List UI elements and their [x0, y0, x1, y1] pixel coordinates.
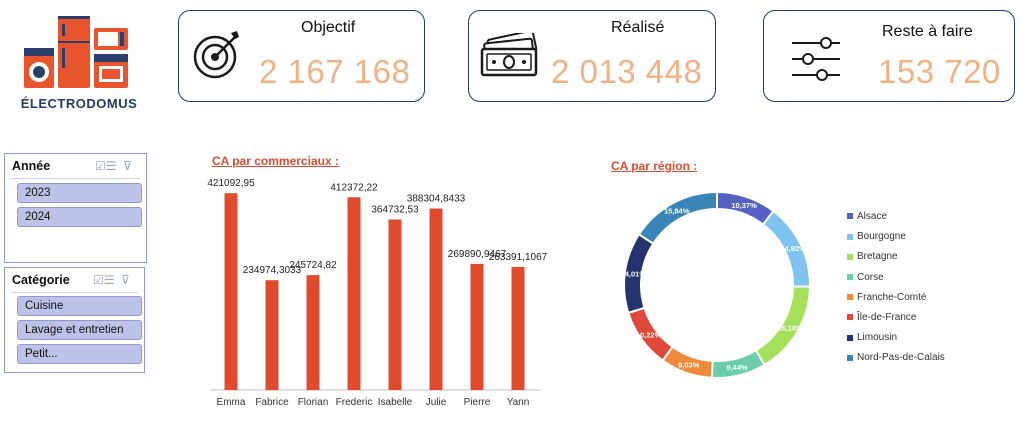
- slicer-item-petit[interactable]: Petit...: [17, 344, 142, 364]
- bar-chart-title: CA par commerciaux :: [212, 154, 339, 168]
- appliances-logo-icon: [24, 16, 128, 88]
- x-tick-label: Florian: [298, 397, 329, 408]
- legend-label: Alsace: [857, 211, 888, 222]
- kpi-title: Objectif: [301, 19, 356, 36]
- slice-data-label: 15,84%: [664, 207, 690, 216]
- legend-item: Bretagne: [847, 251, 898, 262]
- bar-data-label: 263391,1067: [489, 252, 548, 263]
- legend-swatch: [847, 213, 853, 220]
- bar-data-label: 388304,8433: [407, 194, 466, 205]
- bar-data-label: 245724,82: [289, 260, 337, 271]
- bar: [306, 275, 320, 390]
- legend-swatch: [847, 253, 853, 260]
- bar: [388, 219, 402, 390]
- bar-chart: 421092,95 Emma 234974,3033 Fabrice 245724,82…: [207, 178, 548, 408]
- slice-data-label: 16,18%: [777, 323, 803, 332]
- kpi-card-realise: Réalisé 2 013 448: [468, 10, 716, 102]
- bar-data-label: 412372,22: [330, 182, 378, 193]
- donut-slice: [637, 190, 718, 246]
- legend-swatch: [847, 334, 853, 341]
- legend-item: Limousin: [847, 332, 897, 343]
- x-tick-label: Pierre: [464, 397, 491, 408]
- slicer-annee: Année ☑☰ ⊽ 2023 2024: [4, 153, 147, 263]
- kpi-card-reste-a-faire: Reste à faire 153 720: [763, 10, 1015, 102]
- legend-label: Franche-Comté: [857, 291, 927, 303]
- donut-chart-title: CA par région :: [611, 159, 698, 173]
- kpi-card-objectif: Objectif 2 167 168: [178, 10, 425, 102]
- slicer-item-2023[interactable]: 2023: [17, 183, 142, 203]
- legend-label: Bourgogne: [857, 231, 906, 243]
- slicer-item-cuisine[interactable]: Cuisine: [17, 296, 142, 316]
- legend-swatch: [847, 294, 853, 301]
- legend-label: Nord-Pas-de-Calais: [857, 352, 945, 364]
- bar: [224, 193, 238, 390]
- multi-select-icon[interactable]: ☑☰: [95, 159, 117, 173]
- legend-label: Corse: [857, 271, 884, 283]
- slice-data-label: 9,44%: [726, 363, 748, 372]
- bar-data-label: 421092,95: [207, 178, 255, 189]
- legend-item: Alsace: [847, 211, 887, 222]
- clear-filter-icon[interactable]: ⊽: [123, 159, 132, 173]
- x-tick-label: Yann: [507, 397, 530, 408]
- bar-data-label: 269890,9467: [448, 249, 507, 260]
- kpi-value: 2 167 168: [259, 53, 411, 90]
- x-tick-label: Isabelle: [378, 397, 413, 408]
- kpi-value: 153 720: [878, 53, 1001, 90]
- legend-label: Limousin: [857, 332, 898, 344]
- slicer-categorie: Catégorie ☑☰ ⊽ Cuisine Lavage et entreti…: [4, 267, 145, 373]
- bar: [347, 197, 361, 390]
- multi-select-icon[interactable]: ☑☰: [93, 273, 115, 287]
- legend-label: Île-de-France: [857, 312, 917, 323]
- legend-label: Bretagne: [857, 251, 898, 263]
- target-icon: [193, 31, 239, 79]
- legend-swatch: [847, 233, 853, 240]
- sliders-icon: [792, 37, 840, 81]
- brand-name: ÉLECTRODOMUS: [20, 96, 138, 111]
- slicer-title: Catégorie: [12, 273, 70, 287]
- donut-chart: 10,37% 14,92% 16,18% 9,44% 9,03% 10,22% 14,01%…: [621, 190, 812, 379]
- legend-swatch: [847, 354, 853, 361]
- slicer-item-2024[interactable]: 2024: [17, 207, 142, 227]
- legend-item: Île-de-France: [847, 312, 916, 323]
- legend-item: Nord-Pas-de-Calais: [847, 352, 945, 363]
- bar: [265, 280, 279, 390]
- clear-filter-icon[interactable]: ⊽: [121, 273, 130, 287]
- legend-item: Bourgogne: [847, 231, 906, 242]
- x-tick-label: Fabrice: [255, 397, 289, 408]
- slice-data-label: 10,37%: [731, 201, 757, 210]
- kpi-title: Réalisé: [611, 19, 665, 36]
- brand-logo: [20, 12, 140, 112]
- bar: [511, 266, 525, 390]
- slicer-item-lavage[interactable]: Lavage et entretien: [17, 320, 142, 340]
- slice-data-label: 10,22%: [636, 330, 662, 339]
- bar-data-label: 364732,53: [371, 205, 419, 216]
- slice-data-label: 9,03%: [678, 361, 700, 370]
- bar-data-label: 234974,3033: [243, 265, 302, 276]
- x-tick-label: Frederic: [336, 397, 373, 408]
- money-icon: [480, 33, 538, 77]
- slicer-divider: [11, 178, 140, 179]
- x-tick-label: Julie: [426, 397, 447, 408]
- kpi-value: 2 013 448: [551, 53, 703, 90]
- legend-swatch: [847, 314, 853, 321]
- legend-swatch: [847, 273, 853, 280]
- slicer-title: Année: [12, 159, 51, 173]
- legend-item: Corse: [847, 272, 884, 283]
- x-tick-label: Emma: [217, 397, 246, 408]
- bar: [470, 263, 484, 390]
- slice-data-label: 14,92%: [780, 244, 806, 253]
- slice-data-label: 14,01%: [621, 270, 647, 279]
- bar: [429, 208, 443, 390]
- kpi-title: Reste à faire: [882, 23, 973, 40]
- legend-item: Franche-Comté: [847, 292, 926, 303]
- slicer-divider: [11, 292, 138, 293]
